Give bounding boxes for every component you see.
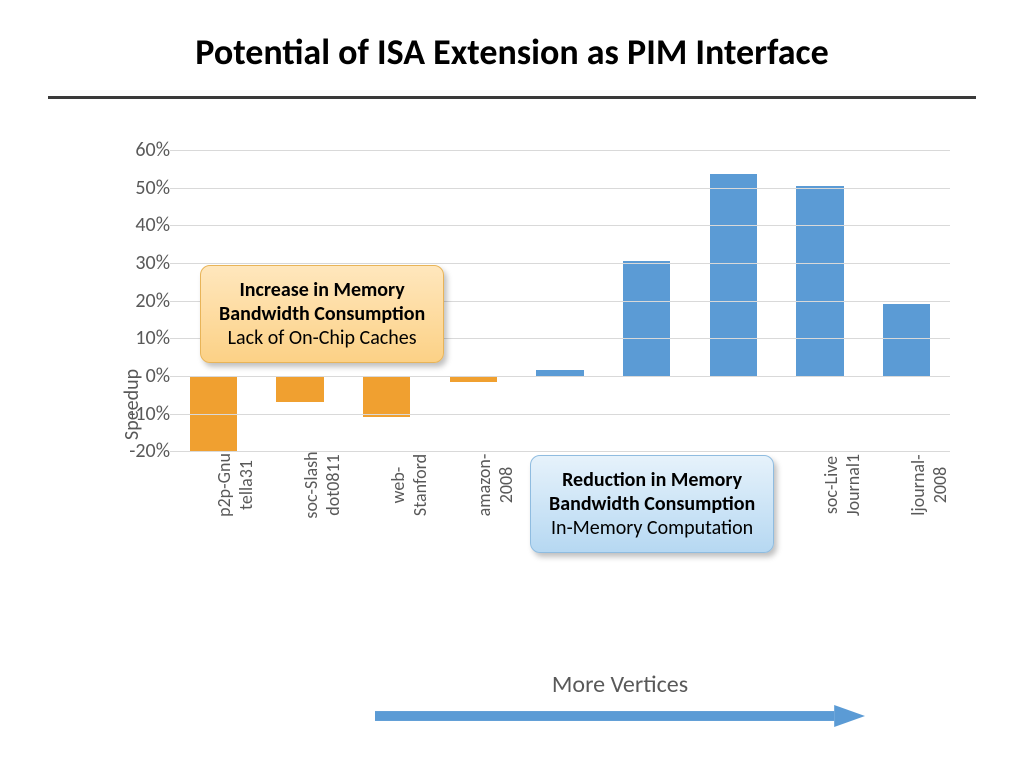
gridline (170, 414, 950, 415)
callout-subline: Lack of On-Chip Caches (219, 326, 425, 350)
arrow-right-icon (375, 705, 865, 727)
title-wrap: Potential of ISA Extension as PIM Interf… (0, 30, 1024, 74)
gridline (170, 225, 950, 226)
callout-increase-bandwidth: Increase in Memory Bandwidth Consumption… (200, 265, 444, 363)
callout-subline: In-Memory Computation (549, 516, 755, 540)
y-tick-label: 0% (100, 364, 170, 388)
bar (623, 261, 671, 376)
y-tick-label: -20% (100, 439, 170, 463)
title-underline (48, 96, 976, 99)
x-tick-label: amazon- 2008 (473, 440, 517, 530)
y-tick-label: 60% (100, 138, 170, 162)
callout-line: Increase in Memory (219, 278, 425, 302)
gridline (170, 263, 950, 264)
callout-reduction-bandwidth: Reduction in Memory Bandwidth Consumptio… (530, 455, 774, 553)
more-vertices-arrow: More Vertices (360, 670, 880, 727)
x-tick-label: web- Stanford (387, 440, 431, 530)
gridline (170, 150, 950, 151)
y-tick-label: 20% (100, 289, 170, 313)
bar (883, 304, 931, 376)
bar (363, 376, 411, 417)
y-tick-label: 40% (100, 213, 170, 237)
slide: Potential of ISA Extension as PIM Interf… (0, 0, 1024, 768)
callout-line: Bandwidth Consumption (549, 492, 755, 516)
page-title: Potential of ISA Extension as PIM Interf… (0, 30, 1024, 74)
bar (710, 174, 758, 375)
bar (276, 376, 324, 402)
y-tick-label: 30% (100, 251, 170, 275)
bar (796, 186, 844, 376)
y-tick-label: 10% (100, 326, 170, 350)
arrow-label: More Vertices (360, 670, 880, 699)
y-tick-label: -10% (100, 402, 170, 426)
gridline (170, 376, 950, 377)
gridline (170, 188, 950, 189)
x-tick-label: soc-Slash dot0811 (300, 440, 344, 530)
x-tick-label: p2p-Gnu tella31 (213, 440, 257, 530)
callout-line: Reduction in Memory (549, 468, 755, 492)
x-tick-label: ljournal- 2008 (907, 440, 951, 530)
x-tick-label: soc-Live Journal1 (820, 440, 864, 530)
callout-line: Bandwidth Consumption (219, 302, 425, 326)
y-tick-label: 50% (100, 176, 170, 200)
